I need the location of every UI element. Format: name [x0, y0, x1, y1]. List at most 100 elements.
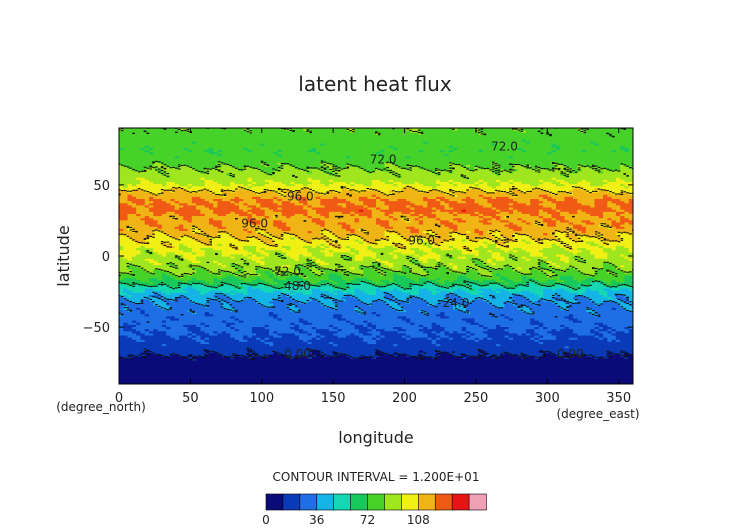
- heatmap-cell: [594, 364, 600, 368]
- heatmap-cell: [136, 313, 142, 317]
- heatmap-cell: [585, 349, 591, 353]
- heatmap-cell: [153, 358, 159, 362]
- heatmap-cell: [204, 356, 210, 359]
- heatmap-cell: [200, 373, 206, 377]
- heatmap-cell: [346, 313, 351, 317]
- heatmap-cell: [453, 337, 458, 340]
- heatmap-cell: [170, 371, 176, 374]
- heatmap-cell: [127, 302, 133, 306]
- heatmap-cell: [161, 332, 167, 336]
- heatmap-cell: [174, 315, 180, 319]
- heatmap-cell: [341, 320, 347, 323]
- heatmap-cell: [230, 296, 236, 300]
- heatmap-cell: [465, 322, 471, 325]
- heatmap-cell: [307, 352, 313, 355]
- heatmap-cell: [440, 307, 446, 310]
- heatmap-cell: [543, 347, 548, 351]
- heatmap-cell: [603, 358, 608, 362]
- heatmap-cell: [196, 379, 201, 383]
- heatmap-cell: [354, 345, 360, 349]
- heatmap-cell: [521, 373, 527, 377]
- heatmap-cell: [440, 320, 446, 323]
- heatmap-cell: [286, 320, 291, 323]
- heatmap-cell: [161, 328, 167, 332]
- heatmap-cell: [470, 369, 476, 372]
- heatmap-cell: [500, 358, 506, 362]
- heatmap-cell: [500, 296, 506, 300]
- heatmap-cell: [157, 311, 163, 315]
- heatmap-cell: [465, 313, 471, 317]
- heatmap-cell: [183, 343, 189, 347]
- heatmap-cell: [573, 377, 578, 381]
- heatmap-cell: [200, 330, 206, 334]
- heatmap-cell: [478, 371, 484, 374]
- heatmap-cell: [277, 322, 283, 325]
- heatmap-cell: [234, 311, 240, 315]
- heatmap-cell: [581, 377, 587, 381]
- heatmap-cell: [187, 343, 193, 347]
- heatmap-cell: [461, 377, 467, 381]
- heatmap-cell: [628, 337, 633, 340]
- heatmap-cell: [478, 339, 484, 342]
- heatmap-cell: [607, 324, 613, 327]
- heatmap-cell: [371, 317, 377, 321]
- heatmap-cell: [354, 334, 360, 338]
- heatmap-cell: [555, 300, 561, 304]
- heatmap-cell: [140, 305, 146, 308]
- heatmap-cell: [333, 313, 339, 317]
- heatmap-cell: [380, 328, 386, 332]
- heatmap-cell: [191, 332, 197, 336]
- heatmap-cell: [388, 307, 394, 310]
- heatmap-cell: [530, 305, 536, 308]
- heatmap-cell: [230, 375, 236, 379]
- heatmap-cell: [153, 322, 159, 325]
- heatmap-cell: [384, 296, 390, 300]
- heatmap-cell: [226, 332, 231, 336]
- heatmap-cell: [620, 371, 626, 374]
- heatmap-cell: [226, 298, 231, 302]
- heatmap-cell: [551, 356, 557, 359]
- heatmap-cell: [410, 354, 416, 357]
- heatmap-cell: [624, 305, 630, 308]
- heatmap-cell: [474, 375, 480, 379]
- heatmap-cell: [384, 349, 390, 353]
- heatmap-cell: [543, 371, 548, 374]
- heatmap-cell: [585, 326, 591, 330]
- heatmap-cell: [123, 332, 129, 336]
- heatmap-cell: [217, 305, 223, 308]
- heatmap-cell: [513, 356, 518, 359]
- heatmap-cell: [461, 341, 467, 345]
- heatmap-cell: [577, 313, 583, 317]
- heatmap-cell: [281, 349, 287, 353]
- heatmap-cell: [153, 345, 159, 349]
- heatmap-cell: [243, 294, 249, 298]
- heatmap-cell: [611, 330, 617, 334]
- heatmap-cell: [127, 313, 133, 317]
- heatmap-cell: [213, 305, 219, 308]
- heatmap-cell: [174, 369, 180, 372]
- heatmap-cell: [491, 320, 497, 323]
- heatmap-cell: [230, 317, 236, 321]
- heatmap-cell: [273, 313, 279, 317]
- heatmap-cell: [230, 360, 236, 364]
- heatmap-cell: [298, 305, 304, 308]
- heatmap-cell: [148, 369, 154, 372]
- heatmap-cell: [530, 377, 536, 381]
- heatmap-cell: [247, 334, 253, 338]
- heatmap-cell: [136, 379, 142, 383]
- heatmap-cell: [598, 339, 604, 342]
- heatmap-cell: [281, 302, 287, 306]
- heatmap-cell: [337, 379, 343, 383]
- heatmap-cell: [191, 324, 197, 327]
- heatmap-cell: [204, 377, 210, 381]
- heatmap-cell: [200, 313, 206, 317]
- heatmap-cell: [384, 379, 390, 383]
- heatmap-cell: [457, 324, 463, 327]
- heatmap-cell: [513, 354, 518, 357]
- heatmap-cell: [594, 362, 600, 366]
- heatmap-cell: [431, 371, 437, 374]
- heatmap-cell: [517, 320, 523, 323]
- heatmap-cell: [354, 375, 360, 379]
- heatmap-cell: [555, 354, 561, 357]
- heatmap-cell: [161, 354, 167, 357]
